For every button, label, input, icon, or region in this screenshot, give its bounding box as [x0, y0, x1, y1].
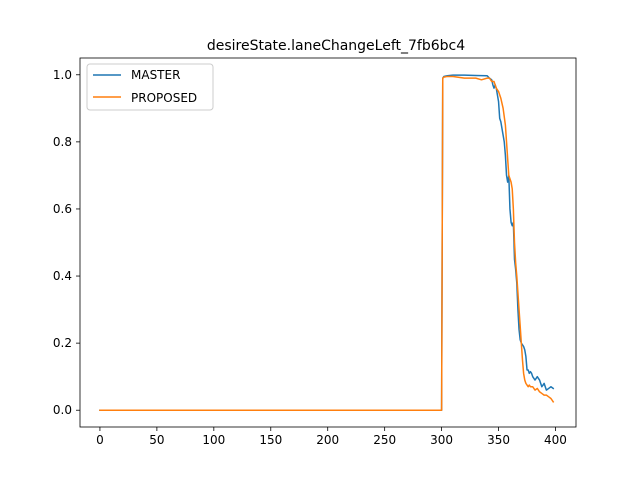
y-tick-label: 0.4	[53, 269, 72, 283]
x-tick-label: 300	[430, 433, 453, 447]
chart-title: desireState.laneChangeLeft_7fb6bc4	[207, 38, 465, 54]
series-line-master	[99, 74, 555, 411]
y-tick-label: 0.8	[53, 135, 72, 149]
legend-label-proposed: PROPOSED	[131, 91, 197, 105]
y-tick-label: 0.0	[53, 403, 72, 417]
y-tick-label: 0.2	[53, 336, 72, 350]
x-tick-label: 50	[149, 433, 164, 447]
series-layer	[99, 74, 555, 411]
y-tick-label: 0.6	[53, 202, 72, 216]
x-tick-label: 350	[487, 433, 510, 447]
x-tick-label: 200	[316, 433, 339, 447]
axes-layer: 0 50 100 150 200 250 300 350 400 0.0 0.2 0.4 0.6 0.8 1…	[53, 57, 577, 447]
x-tick-label: 400	[544, 433, 567, 447]
x-tick-label: 250	[373, 433, 396, 447]
x-tick-label: 150	[259, 433, 282, 447]
series-line-proposed	[99, 75, 555, 411]
legend-label-master: MASTER	[131, 68, 180, 82]
y-tick-label: 1.0	[53, 68, 72, 82]
x-tick-label: 100	[202, 433, 225, 447]
x-tick-label: 0	[96, 433, 104, 447]
legend: MASTER PROPOSED	[86, 63, 214, 111]
